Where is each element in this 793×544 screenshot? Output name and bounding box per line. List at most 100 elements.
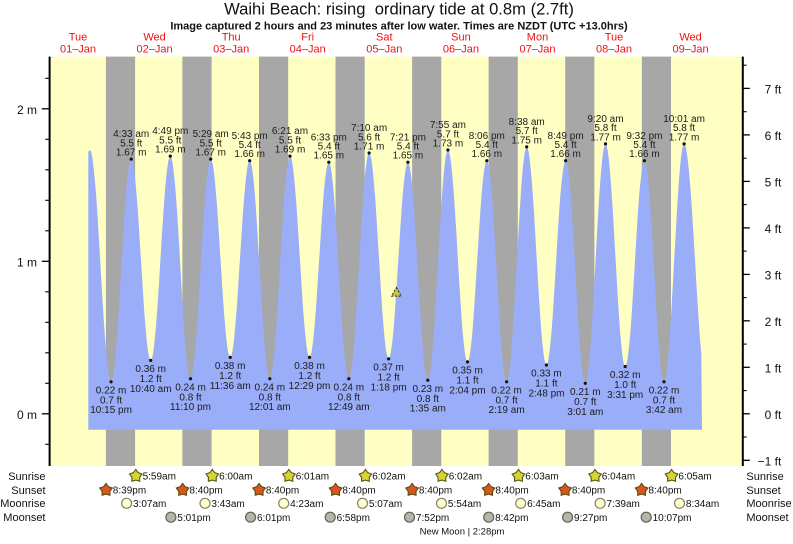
svg-text:0.33 m: 0.33 m: [531, 369, 562, 380]
svg-text:10:01 am: 10:01 am: [663, 114, 705, 125]
svg-text:6 ft: 6 ft: [765, 129, 782, 143]
svg-text:6:02am: 6:02am: [449, 472, 482, 483]
svg-text:5.4 ft: 5.4 ft: [476, 140, 498, 151]
svg-text:2:48 pm: 2:48 pm: [528, 389, 564, 400]
svg-text:6:58pm: 6:58pm: [337, 513, 370, 524]
svg-text:01–Jan: 01–Jan: [60, 43, 96, 55]
svg-text:5:43 pm: 5:43 pm: [232, 131, 268, 142]
svg-text:1.77 m: 1.77 m: [669, 132, 700, 143]
svg-text:0.24 m: 0.24 m: [334, 382, 365, 393]
svg-text:3:01 am: 3:01 am: [567, 407, 603, 418]
svg-text:1.66 m: 1.66 m: [629, 149, 660, 160]
svg-text:5:59am: 5:59am: [143, 472, 176, 483]
svg-text:7:39am: 7:39am: [607, 499, 640, 510]
svg-text:5:01pm: 5:01pm: [177, 513, 210, 524]
svg-text:4:49 pm: 4:49 pm: [152, 126, 188, 137]
svg-text:Tue: Tue: [605, 31, 624, 43]
svg-text:05–Jan: 05–Jan: [366, 43, 402, 55]
svg-text:9:27pm: 9:27pm: [574, 513, 607, 524]
svg-text:5.4 ft: 5.4 ft: [318, 142, 340, 153]
svg-text:8:40pm: 8:40pm: [572, 486, 605, 497]
svg-text:12:29 pm: 12:29 pm: [289, 381, 331, 392]
svg-text:1 m: 1 m: [17, 255, 37, 269]
svg-text:0.36 m: 0.36 m: [135, 364, 166, 375]
svg-text:5.5 ft: 5.5 ft: [200, 138, 222, 149]
svg-text:Sunrise: Sunrise: [8, 471, 45, 483]
svg-text:Sunrise: Sunrise: [746, 471, 783, 483]
svg-text:9:20 am: 9:20 am: [587, 114, 623, 125]
svg-text:7:52pm: 7:52pm: [416, 513, 449, 524]
svg-text:7:10 am: 7:10 am: [351, 123, 387, 134]
svg-text:Image captured 2 hours and 23: Image captured 2 hours and 23 minutes af…: [170, 20, 628, 32]
svg-text:5.7 ft: 5.7 ft: [516, 126, 538, 137]
svg-text:11:10 pm: 11:10 pm: [170, 402, 211, 413]
svg-text:11:36 am: 11:36 am: [210, 381, 251, 392]
svg-text:1.66 m: 1.66 m: [472, 149, 503, 160]
svg-text:0.7 ft: 0.7 ft: [653, 395, 675, 406]
svg-text:0.32 m: 0.32 m: [610, 370, 641, 381]
svg-text:Wed: Wed: [143, 31, 165, 43]
svg-text:1:35 am: 1:35 am: [410, 404, 446, 415]
svg-text:6:02am: 6:02am: [372, 472, 405, 483]
svg-text:Moonrise: Moonrise: [746, 498, 791, 510]
svg-text:0.37 m: 0.37 m: [373, 363, 404, 374]
svg-text:0.24 m: 0.24 m: [255, 382, 286, 393]
svg-text:0.23 m: 0.23 m: [413, 384, 444, 395]
svg-text:4:33 am: 4:33 am: [113, 129, 149, 140]
svg-text:Wed: Wed: [679, 31, 701, 43]
svg-text:1.66 m: 1.66 m: [550, 149, 581, 160]
svg-text:5:54am: 5:54am: [448, 499, 481, 510]
svg-text:8:49 pm: 8:49 pm: [548, 131, 584, 142]
svg-text:1.1 ft: 1.1 ft: [456, 376, 478, 387]
svg-text:03–Jan: 03–Jan: [213, 43, 249, 55]
svg-text:3:42 am: 3:42 am: [646, 405, 682, 416]
svg-text:1.66 m: 1.66 m: [234, 149, 265, 160]
svg-text:5:07am: 5:07am: [369, 499, 402, 510]
svg-text:1.69 m: 1.69 m: [155, 145, 186, 156]
svg-text:0.8 ft: 0.8 ft: [417, 394, 439, 405]
svg-text:1.71 m: 1.71 m: [354, 142, 385, 153]
svg-text:5.7 ft: 5.7 ft: [437, 129, 459, 140]
svg-text:1.67 m: 1.67 m: [116, 148, 147, 159]
svg-text:7 ft: 7 ft: [765, 82, 782, 96]
svg-text:Moonset: Moonset: [746, 512, 788, 524]
svg-text:0.38 m: 0.38 m: [294, 361, 325, 372]
svg-text:2:04 pm: 2:04 pm: [449, 385, 485, 396]
svg-text:Moonrise: Moonrise: [0, 498, 45, 510]
svg-text:0.8 ft: 0.8 ft: [338, 392, 360, 403]
svg-text:0.35 m: 0.35 m: [452, 366, 483, 377]
svg-text:7:21 pm: 7:21 pm: [390, 132, 426, 143]
svg-text:1:18 pm: 1:18 pm: [371, 382, 407, 393]
svg-text:07–Jan: 07–Jan: [519, 43, 555, 55]
svg-text:1 ft: 1 ft: [765, 361, 782, 375]
svg-text:06–Jan: 06–Jan: [443, 43, 479, 55]
svg-text:Sat: Sat: [376, 31, 393, 43]
svg-text:7:55 am: 7:55 am: [430, 120, 466, 131]
svg-text:8:40pm: 8:40pm: [266, 486, 299, 497]
svg-text:Thu: Thu: [222, 31, 241, 43]
svg-text:Sun: Sun: [451, 31, 471, 43]
svg-text:10:07pm: 10:07pm: [653, 513, 692, 524]
svg-text:8:40pm: 8:40pm: [648, 486, 681, 497]
svg-text:1.2 ft: 1.2 ft: [140, 374, 162, 385]
svg-text:−1 ft: −1 ft: [758, 454, 782, 468]
svg-text:0.22 m: 0.22 m: [649, 385, 680, 396]
svg-text:09–Jan: 09–Jan: [673, 43, 709, 55]
svg-text:8:40pm: 8:40pm: [419, 486, 452, 497]
svg-text:8:06 pm: 8:06 pm: [469, 131, 505, 142]
svg-text:5.5 ft: 5.5 ft: [279, 135, 301, 146]
svg-text:6:01am: 6:01am: [296, 472, 329, 483]
svg-text:6:05am: 6:05am: [678, 472, 711, 483]
svg-text:Sunset: Sunset: [11, 485, 45, 497]
svg-text:5.5 ft: 5.5 ft: [120, 138, 142, 149]
svg-text:1.0 ft: 1.0 ft: [614, 380, 636, 391]
svg-text:8:40pm: 8:40pm: [495, 486, 528, 497]
svg-text:8:40pm: 8:40pm: [342, 486, 375, 497]
svg-text:5.8 ft: 5.8 ft: [594, 123, 616, 134]
svg-text:2:19 am: 2:19 am: [489, 405, 525, 416]
svg-text:1.75 m: 1.75 m: [511, 135, 542, 146]
svg-text:5.4 ft: 5.4 ft: [239, 140, 261, 151]
svg-text:0.8 ft: 0.8 ft: [259, 392, 281, 403]
svg-text:9:32 pm: 9:32 pm: [626, 131, 662, 142]
svg-text:5.4 ft: 5.4 ft: [397, 142, 419, 153]
